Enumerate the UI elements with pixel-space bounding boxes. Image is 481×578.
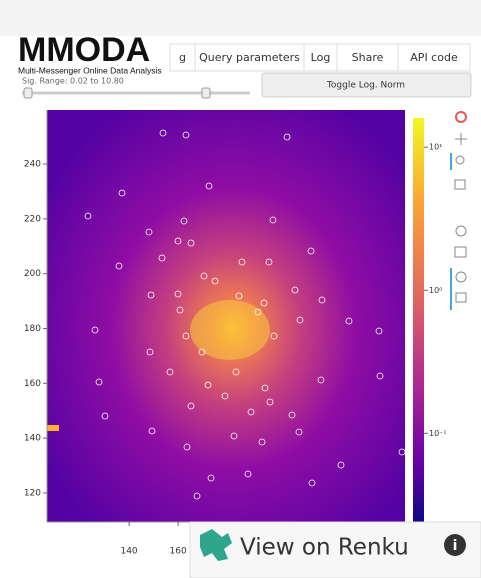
y-tick-label: 140	[24, 434, 41, 444]
page: html,body{margin:0;padding:0;width:481px…	[0, 0, 481, 578]
toolbar	[451, 112, 467, 310]
box-zoom-icon[interactable]	[455, 180, 465, 189]
logo-icon[interactable]	[456, 112, 466, 122]
tab-label: API code	[410, 51, 458, 64]
info-icon-glyph: i	[453, 538, 458, 554]
screen: gQuery parametersLogShareAPI code MMODA …	[0, 0, 481, 578]
y-tick-label: 240	[24, 160, 41, 170]
pan-icon[interactable]	[455, 133, 467, 145]
tab-label: Query parameters	[199, 51, 300, 64]
body: {"logo":{"title":"MMODA","subtitle":"Mul…	[0, 0, 481, 578]
tab-label: Log	[311, 51, 331, 64]
slider-handle[interactable]	[202, 88, 210, 98]
y-tick-label: 220	[24, 214, 41, 224]
logo-subtitle: Multi-Messenger Online Data Analysis	[18, 65, 162, 75]
tab-label: Share	[352, 51, 384, 64]
hover-icon[interactable]	[456, 293, 466, 302]
y-tick-label: 120	[24, 488, 41, 498]
save-icon[interactable]	[455, 247, 466, 257]
reset-icon[interactable]	[456, 226, 466, 236]
crosshair-icon[interactable]	[456, 272, 466, 282]
x-tick-label: 160	[170, 547, 187, 557]
colorbar	[413, 118, 424, 522]
x-tick-label: 140	[120, 547, 137, 557]
y-tick-label: 160	[24, 379, 41, 389]
colorbar-tick-label: 10⁻¹	[429, 429, 447, 438]
logo-title: MMODA	[18, 31, 150, 69]
renku-label: View on Renku	[240, 535, 409, 561]
tab-bar: g Query parameters Log Share API code	[170, 44, 470, 71]
y-tick-label: 200	[24, 269, 41, 279]
colorbar-tick-label: 10¹	[429, 143, 442, 152]
zoom-icon[interactable]	[456, 156, 464, 164]
colorbar-tick-label: 10⁰	[429, 286, 442, 295]
tab-label: g	[179, 51, 186, 64]
slider-label: Sig. Range: 0.02 to 10.80	[22, 77, 124, 86]
toggle-button-label: Toggle Log. Norm	[326, 81, 405, 91]
y-tick-label: 180	[24, 324, 41, 334]
slider-handle[interactable]	[24, 88, 32, 98]
hot-pixel	[47, 425, 59, 431]
